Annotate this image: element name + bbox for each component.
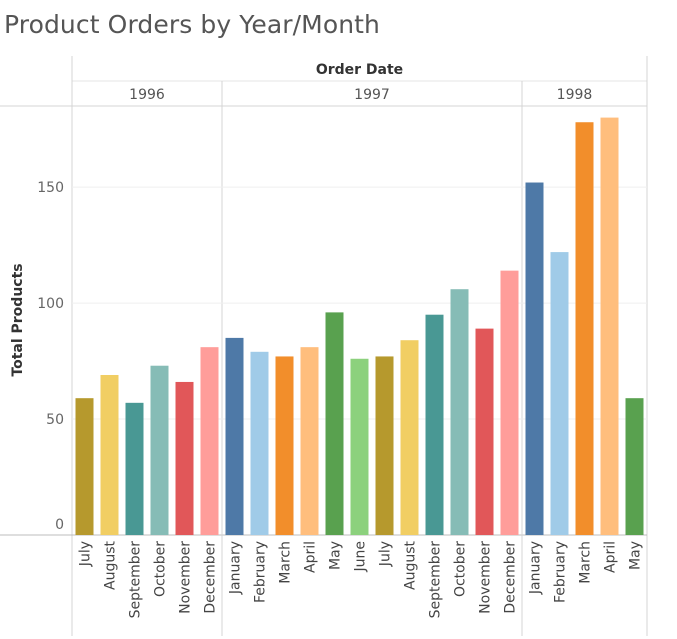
bar-1997-april [300,347,319,535]
month-label: March [578,541,594,584]
y-tick-label: 150 [37,180,64,196]
header-title: Order Date [316,62,403,78]
bar-1998-january [525,182,544,535]
y-tick-label: 100 [37,296,64,312]
bar-1997-july [375,356,394,535]
bar-1997-november [475,328,494,535]
month-label: February [553,541,569,603]
bar-1996-october [150,365,169,535]
month-label: September [128,541,144,619]
bar-1997-january [225,337,244,535]
bar-1997-december [500,270,519,535]
month-label: October [453,541,469,597]
bar-1998-march [575,122,594,536]
month-label: July [78,541,94,567]
bar-1997-october [450,289,469,535]
chart-frame [0,56,648,636]
month-label: November [178,541,194,614]
month-label: December [203,541,219,614]
bar-1996-august [100,374,119,535]
month-label: August [403,540,419,590]
x-axis-months: July August September October November Decemb… [78,540,644,618]
month-label: May [628,541,644,570]
month-label: September [428,541,444,619]
y-tick-label: 50 [46,412,64,428]
bar-1997-march [275,356,294,535]
y-axis: 0 50 100 150 Total Products [10,180,64,533]
bar-1997-september [425,314,444,535]
bar-1998-february [550,252,569,535]
bar-1997-february [250,351,269,535]
bar-1996-september [125,402,144,535]
bar-1996-july [75,398,94,535]
year-label-1997: 1997 [354,87,390,103]
month-label: January [228,541,244,595]
month-label: January [528,541,544,595]
bar-1996-december [200,347,219,535]
month-label: November [478,541,494,614]
month-label: April [303,541,319,573]
month-label: December [503,541,519,614]
year-label-1998: 1998 [557,87,593,103]
month-label: July [378,541,394,567]
bar-1998-may [625,398,644,535]
month-label: June [353,541,369,573]
year-label-1996: 1996 [129,87,165,103]
bar-1996-november [175,381,194,535]
bar-1997-may [325,312,344,535]
bar-1998-april [600,117,619,535]
y-tick-label: 0 [55,517,64,533]
bar-1997-august [400,340,419,535]
month-label: April [603,541,619,573]
month-label: March [278,541,294,584]
month-label: February [253,541,269,603]
y-axis-label: Total Products [10,263,26,376]
month-label: May [328,541,344,570]
month-label: August [103,540,119,590]
date-header: Order Date 1996 1997 1998 [129,62,592,103]
chart-title: Product Orders by Year/Month [4,10,381,39]
month-label: October [153,541,169,597]
bar-1997-june [350,358,369,535]
bars [75,117,644,536]
